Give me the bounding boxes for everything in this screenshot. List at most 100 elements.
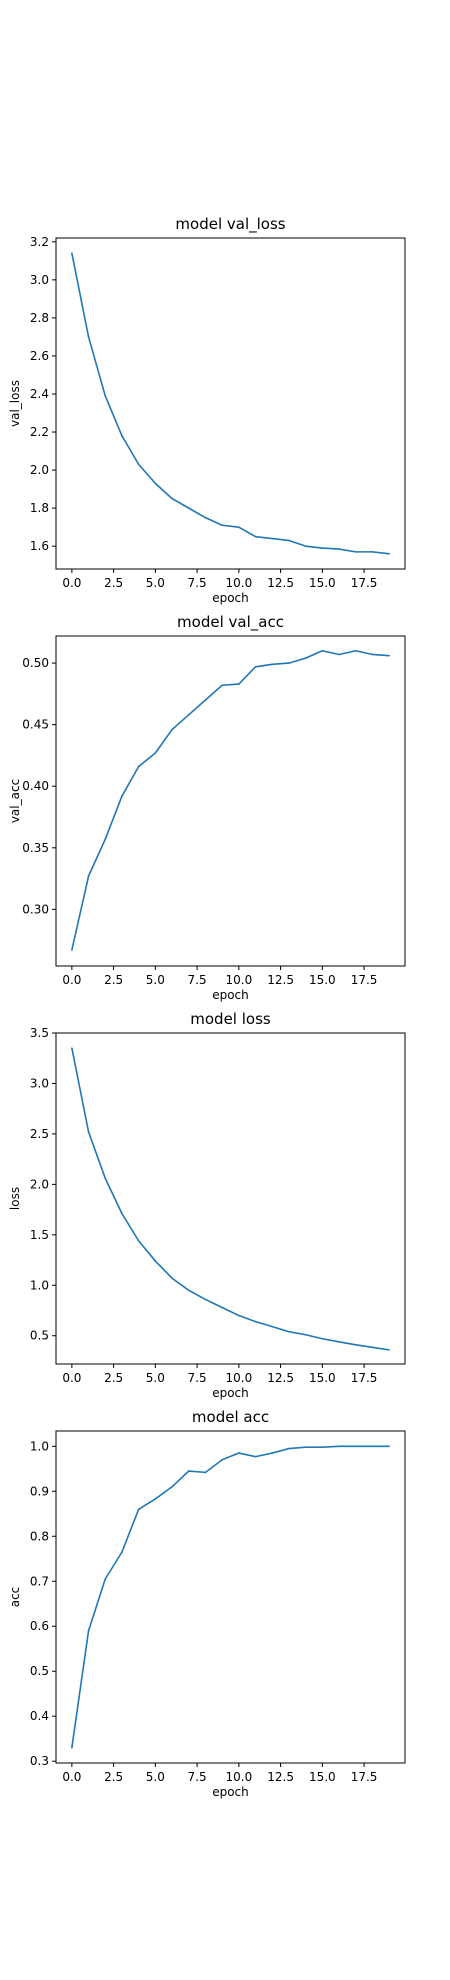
y-tick-label: 2.0 bbox=[30, 1177, 49, 1191]
y-tick-label: 3.0 bbox=[30, 273, 49, 287]
data-point bbox=[137, 463, 140, 466]
data-point bbox=[204, 516, 207, 519]
data-point bbox=[254, 1455, 257, 1458]
data-point bbox=[154, 1260, 157, 1262]
data-point bbox=[238, 683, 240, 685]
data-point bbox=[354, 1344, 357, 1346]
data-point bbox=[354, 1445, 357, 1448]
x-tick-label: 5.0 bbox=[146, 973, 165, 987]
series-line bbox=[71, 1445, 390, 1748]
y-tick-label: 0.40 bbox=[22, 779, 49, 793]
data-point bbox=[71, 252, 73, 255]
plot-frame bbox=[55, 635, 406, 967]
data-point bbox=[121, 435, 123, 437]
x-tick-label: 5.0 bbox=[146, 1371, 165, 1385]
data-point bbox=[154, 752, 157, 754]
y-tick-label: 3.2 bbox=[30, 235, 49, 249]
x-tick-label: 0.0 bbox=[62, 1770, 81, 1784]
chart-1: model val_loss 0.0 2.5 5.0 7.5 10.0 12.5 15.0 17… bbox=[8, 215, 406, 605]
y-tick-label: 0.8 bbox=[30, 1529, 49, 1543]
data-point bbox=[271, 537, 274, 540]
y-axis-label: loss bbox=[8, 1187, 22, 1210]
data-point bbox=[238, 1452, 240, 1454]
series-line bbox=[71, 253, 390, 555]
data-point bbox=[187, 1470, 190, 1472]
data-point bbox=[171, 497, 173, 500]
data-point bbox=[288, 1330, 290, 1333]
data-point bbox=[104, 1578, 107, 1580]
data-point bbox=[221, 1306, 223, 1309]
data-point bbox=[71, 1746, 73, 1749]
y-tick-label: 3.5 bbox=[30, 1026, 49, 1040]
y-tick-label: 0.45 bbox=[22, 718, 49, 732]
data-point bbox=[104, 838, 107, 840]
y-tick-label: 0.6 bbox=[30, 1619, 49, 1633]
x-tick-label: 10.0 bbox=[225, 576, 252, 590]
x-tick-label: 12.5 bbox=[267, 1371, 294, 1385]
data-point bbox=[304, 657, 307, 659]
x-tick-label: 5.0 bbox=[146, 576, 165, 590]
x-tick-label: 7.5 bbox=[188, 1770, 207, 1784]
data-point bbox=[221, 1458, 223, 1461]
x-tick-label: 15.0 bbox=[309, 1371, 336, 1385]
data-point bbox=[321, 547, 324, 549]
y-tick-label: 1.0 bbox=[30, 1278, 49, 1292]
y-tick-label: 0.3 bbox=[30, 1754, 49, 1768]
data-point bbox=[371, 1445, 374, 1448]
data-point bbox=[388, 1445, 390, 1448]
data-point bbox=[87, 1629, 90, 1632]
data-point bbox=[204, 1298, 207, 1301]
y-tick-label: 0.5 bbox=[30, 1664, 49, 1678]
data-point bbox=[204, 1471, 207, 1474]
data-point bbox=[338, 653, 340, 656]
chart-title: model val_acc bbox=[177, 613, 284, 632]
y-tick-label: 2.5 bbox=[30, 1127, 49, 1141]
chart-title: model val_loss bbox=[175, 215, 285, 234]
data-point bbox=[321, 1446, 324, 1448]
data-point bbox=[338, 1341, 340, 1343]
x-tick-label: 12.5 bbox=[267, 973, 294, 987]
data-point bbox=[171, 728, 173, 731]
x-tick-label: 12.5 bbox=[267, 576, 294, 590]
data-point bbox=[254, 665, 257, 668]
x-tick-label: 17.5 bbox=[351, 576, 378, 590]
y-tick-label: 0.9 bbox=[30, 1484, 49, 1498]
data-point bbox=[121, 1551, 123, 1553]
x-tick-label: 15.0 bbox=[309, 973, 336, 987]
data-point bbox=[371, 653, 374, 656]
x-axis-label: epoch bbox=[212, 988, 249, 1002]
x-tick-label: 7.5 bbox=[188, 973, 207, 987]
x-tick-label: 10.0 bbox=[225, 1371, 252, 1385]
data-point bbox=[221, 524, 223, 527]
data-point bbox=[171, 1277, 173, 1280]
data-point bbox=[254, 535, 257, 538]
data-point bbox=[271, 1452, 274, 1454]
chart-3: model loss 0.0 2.5 5.0 7.5 10.0 12.5 15.0 17.5 0.… bbox=[8, 1010, 406, 1400]
x-tick-label: 15.0 bbox=[309, 1770, 336, 1784]
x-axis-label: epoch bbox=[212, 591, 249, 605]
y-tick-label: 1.0 bbox=[30, 1439, 49, 1453]
data-point bbox=[137, 1240, 140, 1242]
chart-title: model acc bbox=[192, 1408, 269, 1426]
data-point bbox=[121, 1212, 123, 1215]
data-point bbox=[137, 1508, 140, 1511]
chart-2: model val_acc 0.0 2.5 5.0 7.5 10.0 12.5 15.0 17.… bbox=[8, 613, 406, 1002]
y-tick-label: 2.0 bbox=[30, 463, 49, 477]
y-tick-label: 0.4 bbox=[30, 1709, 49, 1723]
x-tick-label: 2.5 bbox=[104, 973, 123, 987]
x-tick-label: 2.5 bbox=[104, 1770, 123, 1784]
data-point bbox=[137, 765, 140, 768]
data-point bbox=[238, 526, 240, 528]
x-tick-label: 12.5 bbox=[267, 1770, 294, 1784]
y-tick-label: 1.6 bbox=[30, 539, 49, 553]
data-point bbox=[171, 1485, 173, 1488]
data-point bbox=[321, 649, 324, 652]
data-point bbox=[71, 1047, 73, 1049]
data-point bbox=[388, 552, 390, 555]
data-point bbox=[254, 1320, 257, 1323]
x-tick-label: 0.0 bbox=[62, 973, 81, 987]
x-tick-label: 5.0 bbox=[146, 1770, 165, 1784]
data-point bbox=[288, 1447, 290, 1450]
x-tick-label: 0.0 bbox=[62, 576, 81, 590]
